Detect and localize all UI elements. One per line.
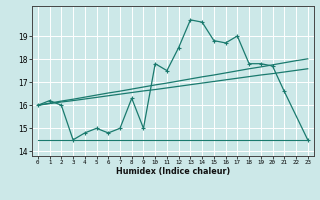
X-axis label: Humidex (Indice chaleur): Humidex (Indice chaleur) — [116, 167, 230, 176]
